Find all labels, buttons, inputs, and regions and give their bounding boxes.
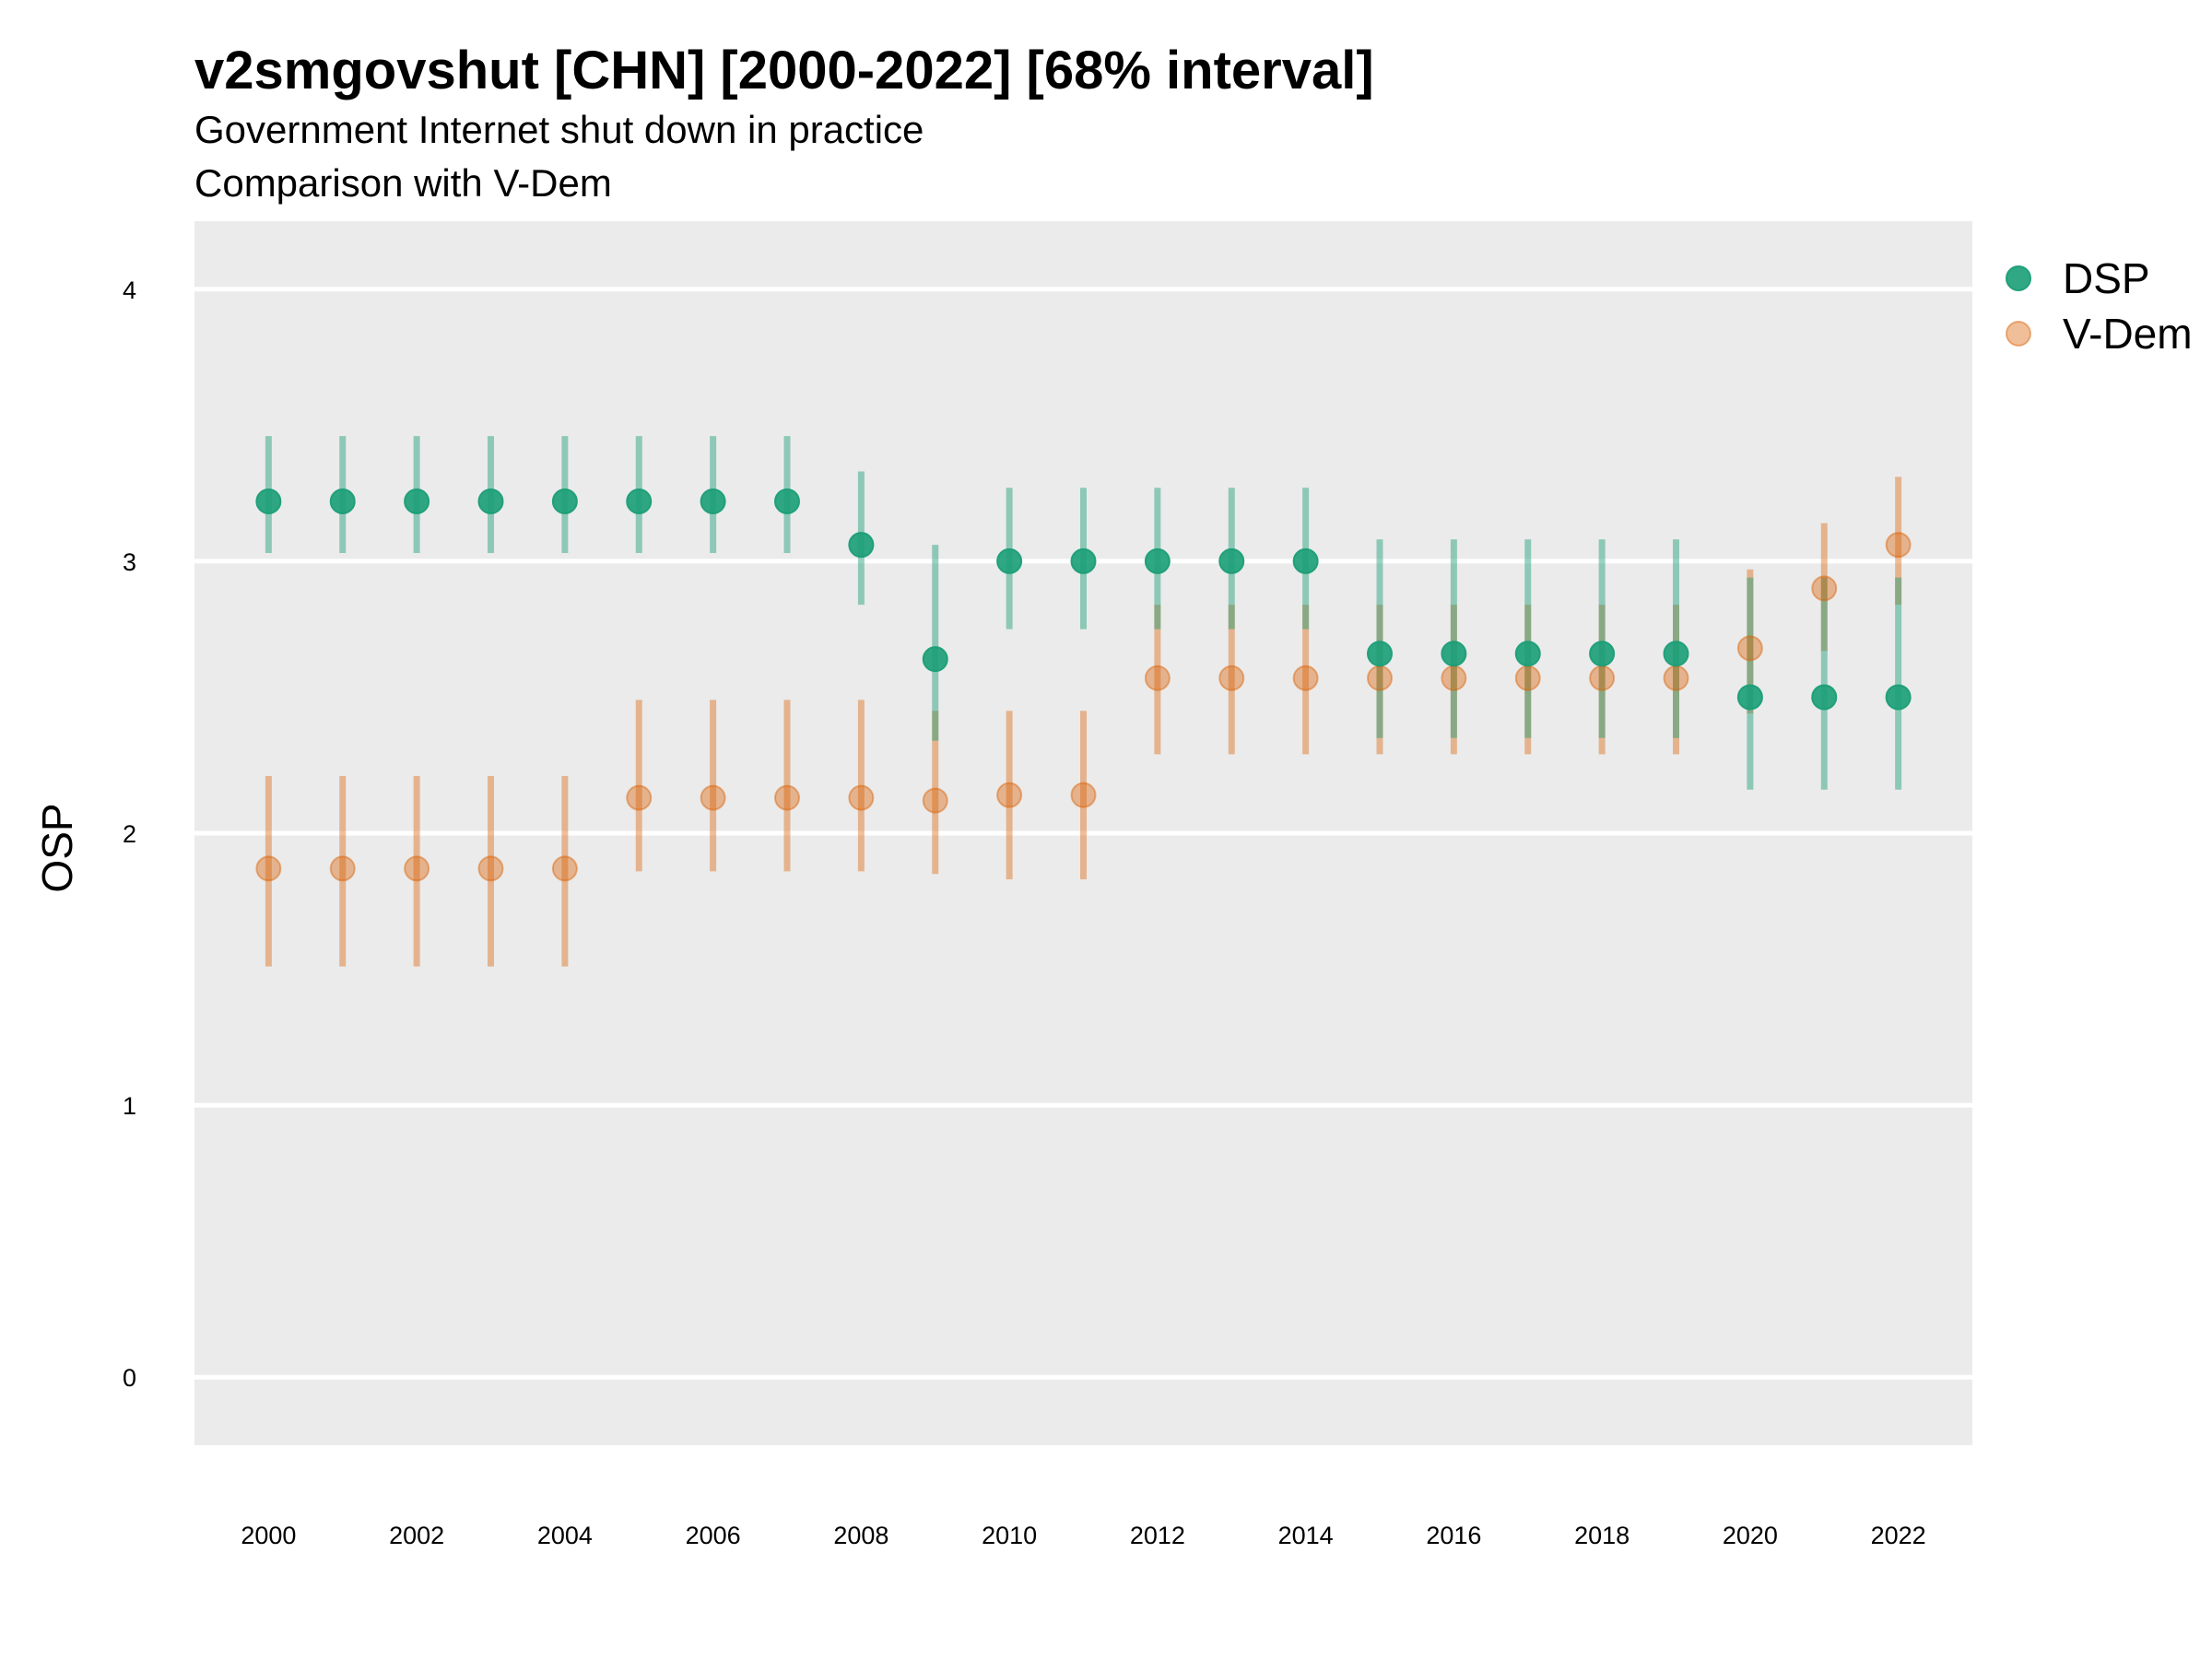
x-tick-label: 2000 (241, 1522, 296, 1549)
point-v-dem (1144, 665, 1171, 691)
error-bars (265, 436, 1902, 967)
point-dsp (1441, 641, 1467, 667)
point-dsp (1589, 641, 1616, 667)
x-tick-label: 2012 (1130, 1522, 1185, 1549)
legend: DSP V-Dem (2006, 254, 2193, 358)
point-v-dem (922, 787, 948, 814)
point-dsp (1144, 547, 1171, 574)
point-v-dem (1441, 665, 1467, 691)
y-tick-label: 2 (123, 820, 136, 848)
point-v-dem (1367, 665, 1393, 691)
point-dsp (1292, 547, 1319, 574)
chart-subtitle: Government Internet shut down in practic… (194, 108, 924, 151)
point-v-dem (329, 855, 356, 882)
point-dsp (996, 547, 1023, 574)
point-v-dem (1070, 782, 1097, 808)
point-dsp (700, 488, 726, 514)
point-dsp (626, 488, 653, 514)
point-v-dem (1218, 665, 1245, 691)
point-dsp (922, 646, 948, 673)
point-dsp (1367, 641, 1393, 667)
point-dsp (1218, 547, 1245, 574)
legend-label-dsp: DSP (2063, 254, 2150, 302)
chart-title: v2smgovshut [CHN] [2000-2022] [68% inter… (194, 41, 1374, 100)
x-tick-label: 2010 (982, 1522, 1037, 1549)
chart-subtitle-2: Comparison with V-Dem (194, 161, 612, 205)
point-v-dem (1589, 665, 1616, 691)
data-points (255, 488, 1912, 882)
x-tick-label: 2016 (1426, 1522, 1481, 1549)
x-tick-label: 2018 (1574, 1522, 1630, 1549)
point-v-dem (1736, 635, 1763, 662)
point-dsp (1885, 684, 1912, 711)
y-tick-label: 3 (123, 548, 136, 576)
point-dsp (774, 488, 800, 514)
x-tick-label: 2008 (833, 1522, 888, 1549)
point-dsp (404, 488, 430, 514)
y-axis-title: OSP (33, 803, 81, 892)
point-v-dem (626, 784, 653, 811)
legend-marker-dsp (2006, 265, 2031, 291)
x-tick-label: 2020 (1723, 1522, 1778, 1549)
point-dsp (255, 488, 282, 514)
y-tick-label: 1 (123, 1092, 136, 1120)
point-v-dem (700, 784, 726, 811)
legend-marker-v-dem (2006, 321, 2031, 347)
point-v-dem (551, 855, 578, 882)
point-v-dem (255, 855, 282, 882)
point-v-dem (848, 784, 875, 811)
x-tick-label: 2004 (537, 1522, 593, 1549)
point-v-dem (1885, 532, 1912, 559)
x-tick-label: 2006 (686, 1522, 741, 1549)
point-dsp (1070, 547, 1097, 574)
x-tick-label: 2002 (389, 1522, 444, 1549)
point-dsp (477, 488, 504, 514)
point-dsp (848, 532, 875, 559)
legend-label-v-dem: V-Dem (2063, 310, 2193, 358)
y-tick-label: 4 (123, 276, 136, 304)
x-axis-ticks: 2000 2002 2004 2006 2008 2010 2012 2014 2016 2018… (241, 1522, 1925, 1549)
point-dsp (551, 488, 578, 514)
point-v-dem (774, 784, 800, 811)
point-v-dem (1292, 665, 1319, 691)
point-dsp (1811, 684, 1838, 711)
y-tick-label: 0 (123, 1364, 136, 1392)
x-tick-label: 2022 (1871, 1522, 1926, 1549)
point-v-dem (996, 782, 1023, 808)
point-dsp (1663, 641, 1689, 667)
point-v-dem (1663, 665, 1689, 691)
x-tick-label: 2014 (1278, 1522, 1334, 1549)
point-v-dem (477, 855, 504, 882)
point-v-dem (1811, 575, 1838, 602)
point-dsp (1514, 641, 1541, 667)
point-dsp (1736, 684, 1763, 711)
point-dsp (329, 488, 356, 514)
point-v-dem (1514, 665, 1541, 691)
y-axis-ticks: 0 1 2 3 4 (123, 276, 136, 1392)
point-v-dem (404, 855, 430, 882)
